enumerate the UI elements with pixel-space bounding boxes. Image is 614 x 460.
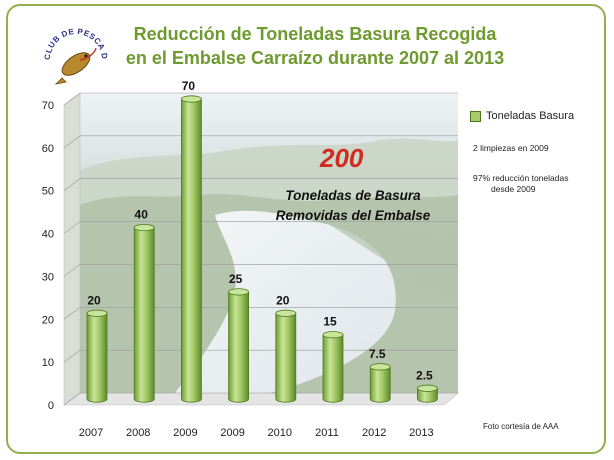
bar-top [86, 309, 108, 317]
gridline [63, 135, 458, 149]
x-tick-label: 2009 [173, 427, 197, 439]
note-cleanings: 2 limpiezas en 2009 [473, 143, 549, 153]
bar-top [322, 331, 344, 339]
y-tick-label: 10 [42, 357, 54, 369]
y-axis: 0 10 20 30 40 50 60 70 [42, 100, 54, 412]
bars [86, 95, 438, 403]
chart-title: Reducción de Toneladas Basura Recogida e… [100, 22, 530, 70]
bar [228, 288, 250, 403]
shore-shape [330, 221, 458, 300]
legend-label: Toneladas Basura [486, 110, 575, 122]
legend: Toneladas Basura [470, 110, 574, 122]
data-label: 7.5 [369, 347, 386, 361]
bar [322, 331, 344, 403]
chart-floor [63, 392, 459, 406]
bar [86, 309, 108, 403]
bar-body [133, 227, 155, 403]
gridline [63, 92, 458, 106]
bar-body [322, 334, 344, 403]
data-label: 25 [229, 272, 243, 286]
gridlines [63, 92, 458, 406]
y-tick-label: 0 [48, 400, 54, 412]
bar-top [416, 384, 438, 392]
total-tons-caption-line-1: Toneladas de Basura [285, 188, 421, 203]
bar [416, 384, 438, 403]
fish-eye-icon [84, 54, 88, 58]
bar-top [180, 95, 202, 103]
bar-body [181, 98, 202, 403]
bar-top [228, 288, 250, 296]
photo-credit: Foto cortesía de AAA [483, 422, 559, 431]
x-tick-label: 2012 [362, 427, 386, 439]
bar [369, 363, 391, 403]
svg-text:CLUB DE PESCA DE GURABO: CLUB DE PESCA DE GURABO [40, 18, 109, 60]
gridline [63, 221, 458, 234]
fish-icon [61, 52, 91, 76]
total-tons-caption-line-2: Removidas del Embalse [275, 208, 431, 223]
left-wall [63, 92, 81, 406]
data-label: 15 [323, 315, 337, 329]
bar [180, 95, 202, 403]
bar-top [369, 363, 391, 371]
y-tick-label: 40 [42, 229, 54, 241]
x-tick-label: 2010 [268, 427, 292, 439]
legend-swatch-icon [470, 110, 481, 122]
bar [133, 223, 155, 403]
fish-tail-icon [54, 77, 67, 85]
data-labels: 20 40 70 25 20 15 7.5 2.5 [87, 79, 433, 382]
y-tick-label: 30 [42, 271, 54, 283]
y-tick-label: 50 [42, 186, 54, 198]
fish-mouth-icon [79, 47, 97, 61]
bar-body [86, 312, 108, 403]
data-label: 20 [87, 293, 101, 307]
club-logo: CLUB DE PESCA DE GURABO [40, 18, 109, 85]
x-tick-label: 2009 [220, 427, 244, 439]
y-tick-label: 20 [42, 314, 54, 326]
bar-top [275, 309, 297, 317]
bar [275, 309, 297, 403]
gridline [63, 178, 458, 191]
bar-body [275, 312, 297, 403]
x-tick-label: 2011 [315, 427, 339, 439]
x-axis: 2007 2008 2009 2009 2010 2011 2012 2013 [79, 427, 434, 439]
x-tick-label: 2013 [409, 427, 433, 439]
note-reduction-line-1: 97% reducción toneladas [473, 173, 569, 183]
bar-body [369, 366, 391, 403]
bar-body [417, 387, 438, 403]
total-tons-value: 200 [320, 143, 364, 173]
y-tick-label: 60 [42, 143, 54, 155]
y-tick-label: 70 [42, 100, 54, 112]
logo-text: CLUB DE PESCA DE GURABO [40, 18, 109, 60]
x-tick-label: 2007 [79, 427, 103, 439]
note-reduction: 97% reducción toneladas desde 2009 [473, 173, 568, 195]
bar-top [133, 223, 155, 232]
title-line-2: en el Embalse Carraízo durante 2007 al 2… [125, 48, 505, 68]
title-line-1: Reducción de Toneladas Basura Recogida [133, 24, 497, 44]
total-tons-caption: Toneladas de Basura Removidas del Embals… [268, 186, 438, 226]
data-label: 70 [182, 79, 196, 93]
data-label: 2.5 [416, 368, 433, 382]
gridline [63, 264, 458, 277]
data-label: 40 [135, 208, 149, 222]
bar-body [228, 291, 249, 403]
note-reduction-line-2: desde 2009 [491, 184, 536, 194]
gridline [63, 306, 458, 320]
data-label: 20 [276, 293, 290, 307]
x-tick-label: 2008 [126, 427, 150, 439]
